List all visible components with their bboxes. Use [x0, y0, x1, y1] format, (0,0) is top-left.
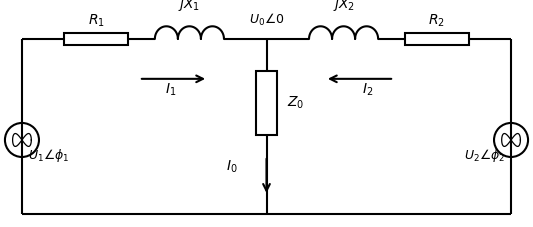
Bar [64, 33, 128, 45]
Text: $Z_0$: $Z_0$ [287, 95, 304, 111]
Text: $U_1\angle\phi_1$: $U_1\angle\phi_1$ [28, 147, 69, 164]
Text: $jX_1$: $jX_1$ [179, 0, 200, 13]
Bar [256, 71, 277, 135]
Text: $R_1$: $R_1$ [88, 12, 105, 29]
Text: $R_2$: $R_2$ [428, 12, 445, 29]
Text: $U_2\angle\phi_2$: $U_2\angle\phi_2$ [464, 147, 505, 164]
Text: $jX_2$: $jX_2$ [333, 0, 354, 13]
Text: $I_0$: $I_0$ [226, 158, 238, 175]
Bar [405, 33, 469, 45]
Text: $I_1$: $I_1$ [165, 81, 176, 98]
Text: $U_0\angle 0$: $U_0\angle 0$ [249, 12, 284, 28]
Text: $I_2$: $I_2$ [362, 81, 373, 98]
